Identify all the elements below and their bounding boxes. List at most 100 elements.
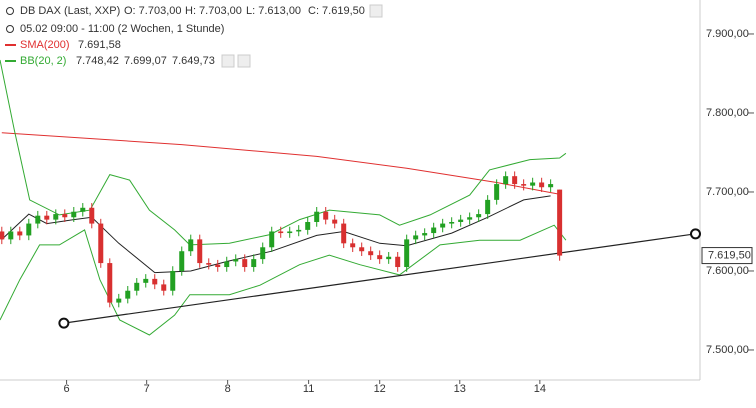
candle-body	[251, 259, 257, 268]
candle-body	[332, 219, 338, 224]
candle-body	[107, 263, 113, 303]
icon	[6, 7, 14, 15]
title: DB DAX (Last, XXP)	[20, 5, 120, 17]
candle-body	[161, 284, 167, 291]
candle-body	[512, 176, 518, 185]
candle-body	[377, 255, 383, 260]
candle-body	[188, 239, 194, 252]
legend-value: 7.699,07	[124, 55, 167, 67]
candle-body	[71, 211, 77, 218]
candle-body	[341, 223, 347, 244]
legend-value: 7.649,73	[172, 55, 215, 67]
candle-body	[458, 219, 464, 222]
last-price-box	[701, 247, 753, 265]
candle-body	[557, 189, 563, 256]
ohlc: O: 7.703,00	[124, 5, 182, 17]
candle-body	[170, 270, 176, 291]
legend-value: 7.691,58	[78, 39, 121, 51]
legend-label: SMA(200)	[20, 39, 70, 51]
candle-body	[152, 278, 158, 285]
ohlc: L: 7.613,00	[246, 5, 301, 17]
x-tick-label: 12	[374, 383, 386, 395]
candle-body	[269, 231, 275, 248]
candle-body	[422, 233, 428, 236]
candle-body	[197, 239, 203, 264]
candle-body	[116, 298, 122, 303]
period: 05.02 09:00 - 11:00 (2 Wochen, 1 Stunde)	[20, 23, 224, 35]
candle-body	[26, 223, 32, 236]
candle-body	[206, 263, 212, 265]
candle-body	[449, 221, 455, 224]
candle-body	[44, 215, 50, 220]
trend-handle	[690, 228, 702, 240]
candle-body	[413, 235, 419, 240]
settings-icon[interactable]	[221, 54, 235, 68]
candle-body	[62, 214, 68, 218]
candle-body	[35, 215, 41, 224]
candle-body	[530, 182, 536, 186]
indicator-line	[0, 224, 567, 336]
candle-body	[431, 227, 437, 234]
candle-body	[395, 256, 401, 268]
y-tick-label: 7.600,00	[706, 265, 749, 277]
candle-body	[224, 261, 230, 268]
trend-line	[63, 233, 696, 324]
candle-body	[548, 184, 554, 188]
candle-body	[215, 264, 221, 268]
indicator-line	[1, 195, 551, 274]
candle-body	[278, 231, 284, 234]
candle-body	[539, 182, 545, 188]
icon	[6, 25, 14, 33]
x-tick-label: 13	[454, 383, 466, 395]
candle-body	[521, 184, 527, 186]
last-price-label: 7.619,50	[708, 249, 751, 261]
candle-body	[53, 214, 59, 220]
candle-body	[125, 290, 131, 299]
x-tick-label: 11	[303, 383, 314, 395]
candle-body	[440, 223, 446, 228]
candle-body	[242, 259, 248, 268]
settings-icon[interactable]	[237, 54, 251, 68]
candle-body	[494, 184, 500, 200]
candle-body	[287, 231, 293, 234]
y-tick-label: 7.800,00	[706, 107, 749, 119]
legend: DB DAX (Last, XXP) O: 7.703,00 H: 7.703,…	[5, 4, 383, 68]
x-tick-label: 6	[64, 383, 70, 395]
candle-body	[179, 251, 185, 271]
candle-body	[17, 231, 23, 236]
x-tick-label: 8	[225, 383, 231, 395]
candle-body	[80, 207, 86, 212]
candle-body	[0, 231, 5, 240]
candle-body	[233, 259, 239, 262]
candle-body	[359, 247, 365, 252]
candle-body	[260, 247, 266, 260]
candle-body	[8, 231, 14, 240]
candle-body	[404, 239, 410, 268]
x-tick-label: 14	[534, 383, 546, 395]
candle-body	[467, 217, 473, 220]
legend-label: BB(20, 2)	[20, 55, 66, 67]
candle-body	[503, 176, 509, 185]
candle-body	[350, 243, 356, 248]
y-tick-label: 7.900,00	[706, 28, 749, 40]
candle-body	[143, 278, 149, 283]
indicator-line	[1, 132, 560, 195]
trend-handle	[58, 317, 70, 329]
candle-body	[323, 211, 329, 220]
candle-body	[368, 251, 374, 256]
legend-value: 7.748,42	[76, 55, 119, 67]
x-tick-label: 7	[144, 383, 150, 395]
candle-body	[476, 214, 482, 218]
y-tick-label: 7.700,00	[706, 186, 749, 198]
candle-body	[89, 207, 95, 224]
ohlc: H: 7.703,00	[185, 5, 242, 17]
candle-body	[98, 223, 104, 264]
candle-body	[485, 199, 491, 215]
ohlc: C: 7.619,50	[308, 5, 365, 17]
candle-body	[314, 211, 320, 222]
candle-body	[134, 282, 140, 291]
settings-icon[interactable]	[369, 4, 383, 18]
candle-body	[386, 256, 392, 260]
